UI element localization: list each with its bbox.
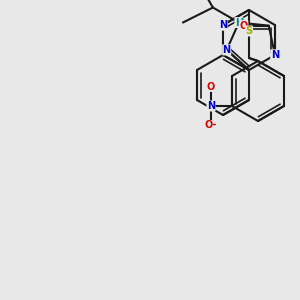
Text: N: N <box>271 50 279 60</box>
Text: H: H <box>235 17 243 28</box>
Text: N: N <box>271 50 279 60</box>
Text: O: O <box>207 82 215 92</box>
Text: N: N <box>207 101 215 111</box>
Text: S: S <box>245 26 253 36</box>
Text: N: N <box>219 20 227 30</box>
Text: N: N <box>223 45 231 55</box>
Text: N: N <box>219 20 227 30</box>
Text: O: O <box>240 21 248 31</box>
Text: O-: O- <box>205 121 217 130</box>
